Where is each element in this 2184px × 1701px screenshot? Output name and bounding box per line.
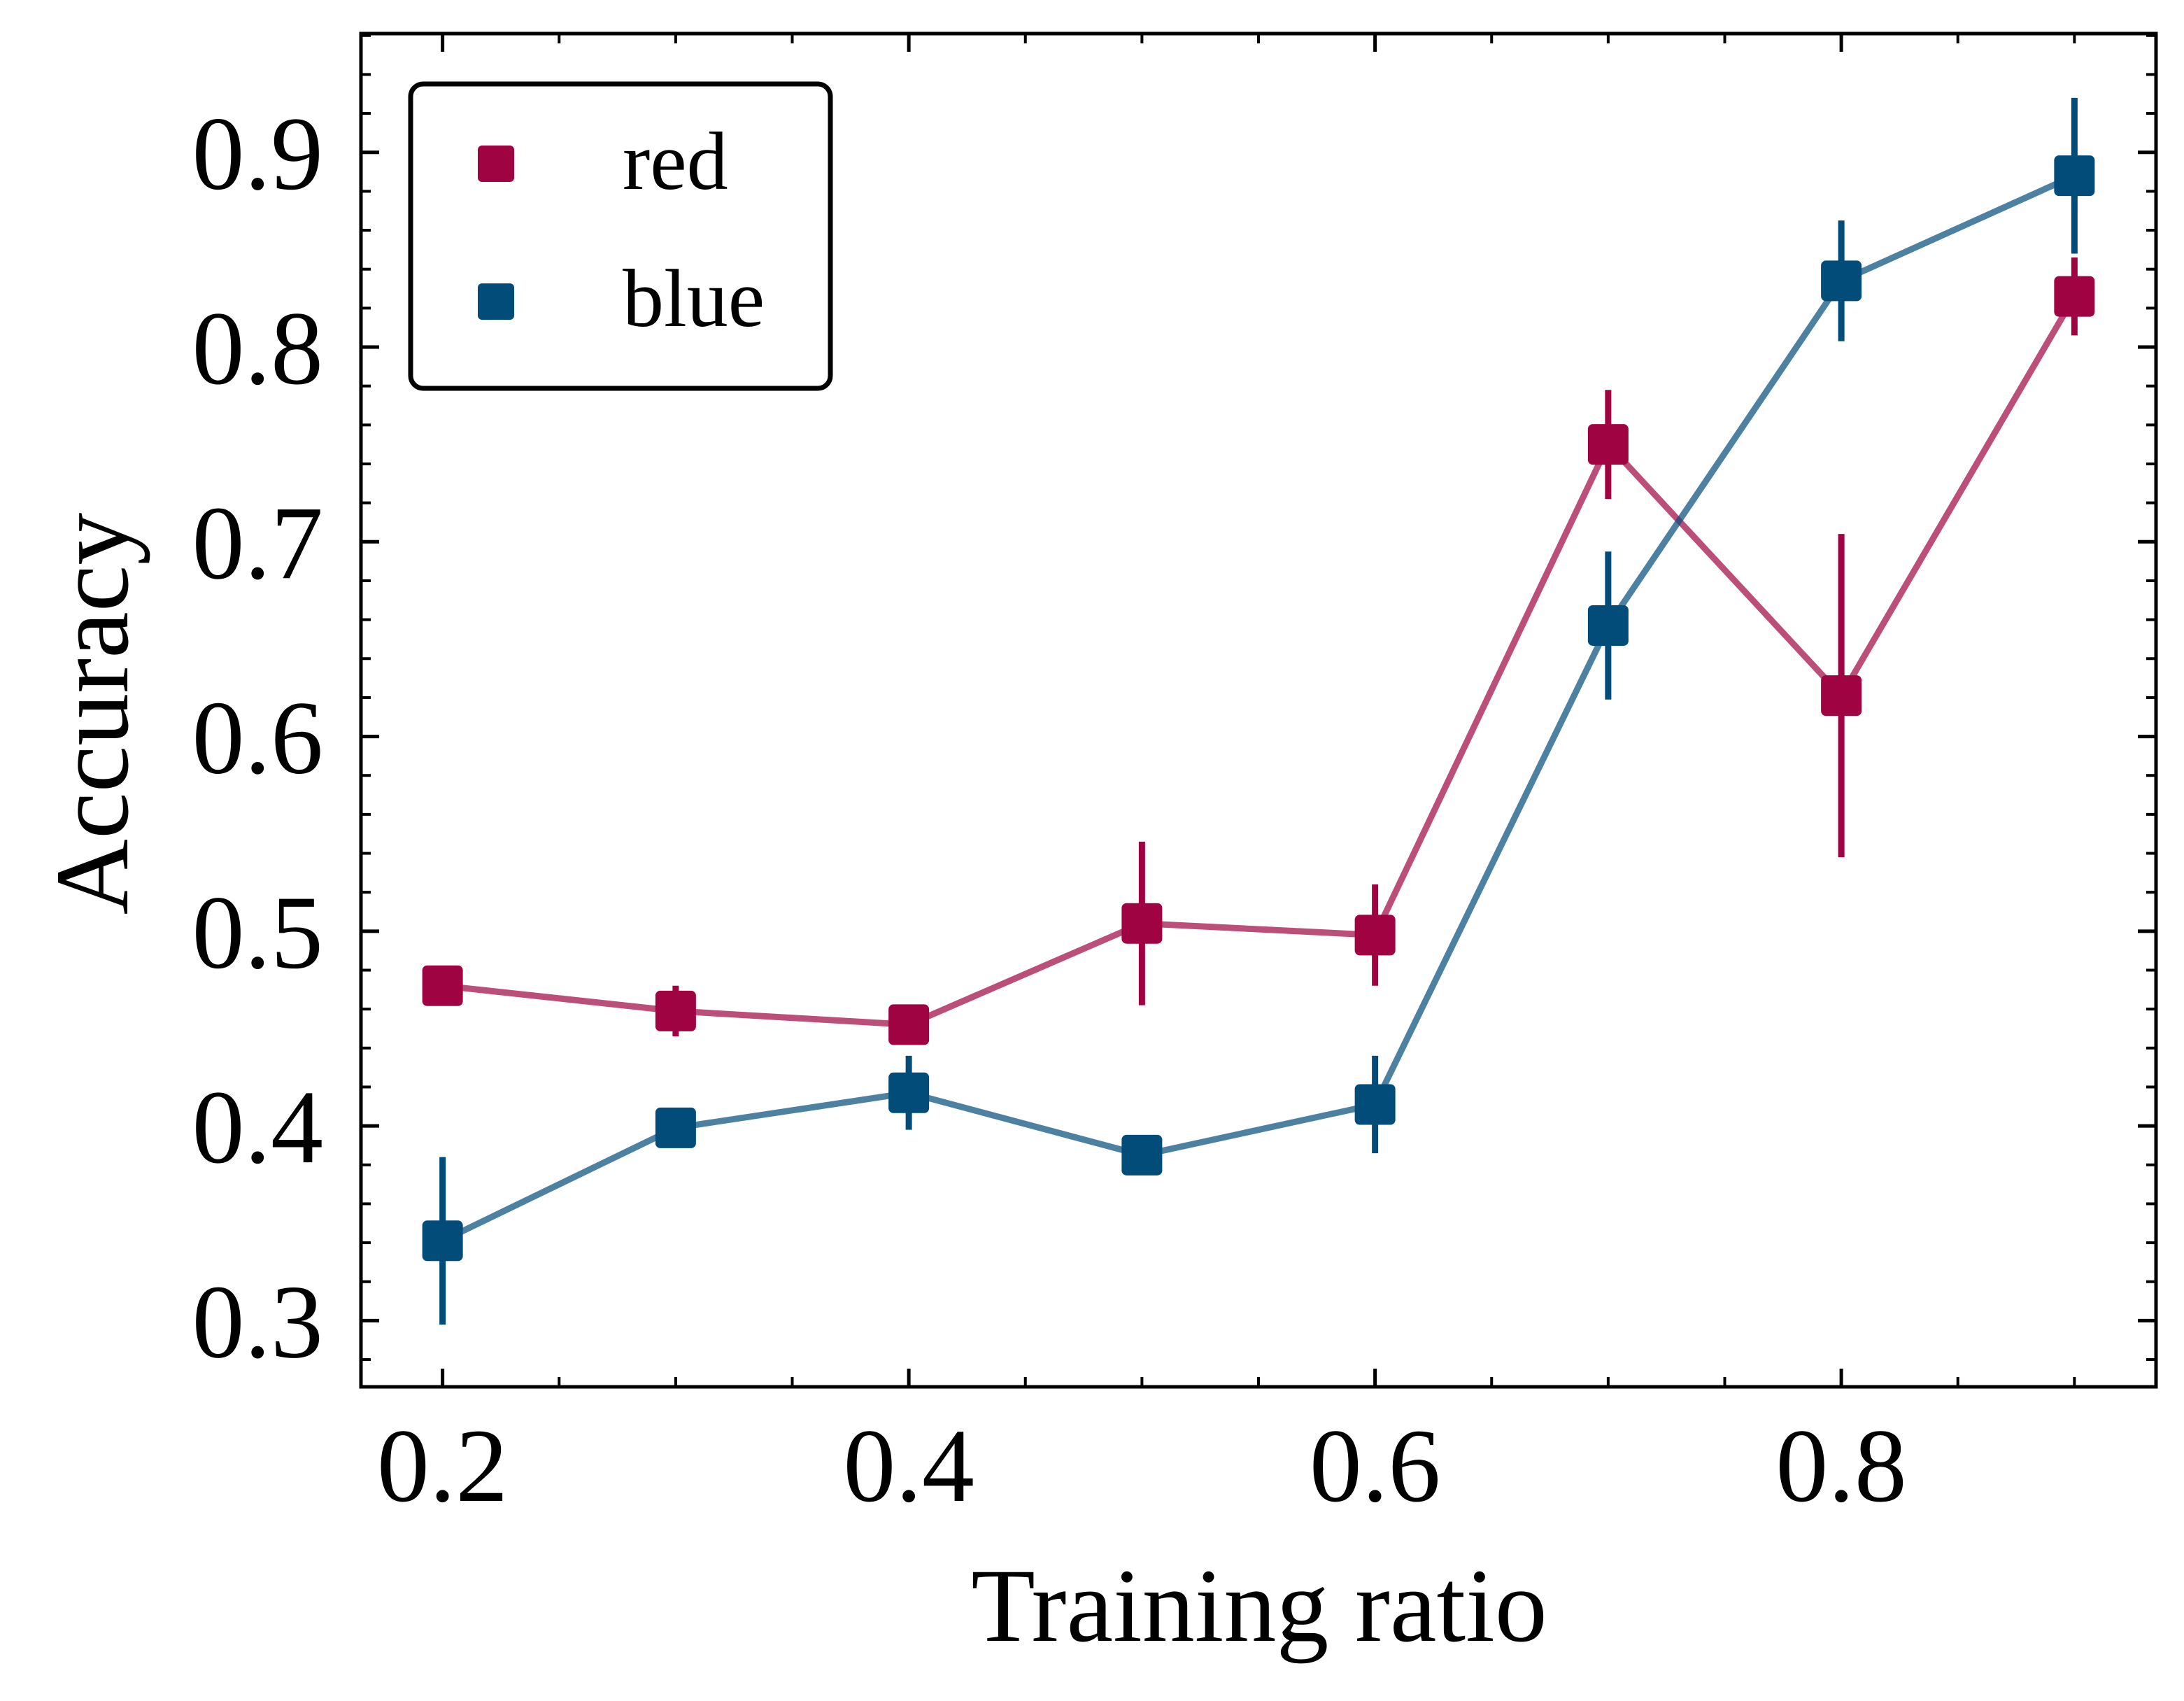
legend-swatch-red [478,146,514,182]
legend: red blue [408,81,833,391]
y-tick-label: 0.9 [192,96,324,212]
data-point-red [1354,915,1396,956]
y-tick-label: 0.7 [192,485,324,601]
y-tick-label: 0.3 [192,1264,324,1380]
x-tick-label: 0.2 [377,1408,509,1524]
x-tick-label: 0.4 [843,1408,974,1524]
y-axis-title: Accuracy [34,513,150,915]
axes-frame: 0.2 0.4 0.6 0.8 0.3 0.4 0.5 0.6 0.7 0.8 0.9 [192,31,2158,1524]
plot-area [422,97,2095,1325]
x-tick-label: 0.6 [1310,1408,1441,1524]
data-point-blue [888,1072,930,1113]
data-point-blue [655,1107,696,1148]
series-line-blue [441,172,2076,1244]
x-tick-label: 0.8 [1775,1408,1907,1524]
data-point-red [2054,276,2095,317]
legend-swatch-blue [478,283,514,320]
y-tick-label: 0.4 [192,1069,324,1185]
data-point-blue [1587,605,1629,646]
y-tick-label: 0.5 [192,875,324,991]
data-point-red [1821,675,1862,717]
legend-label-blue: blue [623,253,765,344]
data-point-blue [1354,1084,1396,1125]
x-axis-title: Training ratio [971,1548,1547,1664]
legend-box [408,81,833,391]
y-tick-label: 0.6 [192,680,324,796]
data-point-red [1587,424,1629,465]
data-point-blue [2054,155,2095,197]
data-point-red [1121,903,1163,944]
data-point-red [655,990,696,1031]
y-tick-label: 0.8 [192,290,324,407]
series-line-red [442,295,2078,1028]
data-point-blue [1121,1134,1163,1176]
data-point-red [888,1004,930,1045]
data-point-red [422,965,463,1006]
data-point-blue [422,1220,463,1262]
data-point-blue [1821,260,1862,302]
legend-label-red: red [623,115,728,207]
